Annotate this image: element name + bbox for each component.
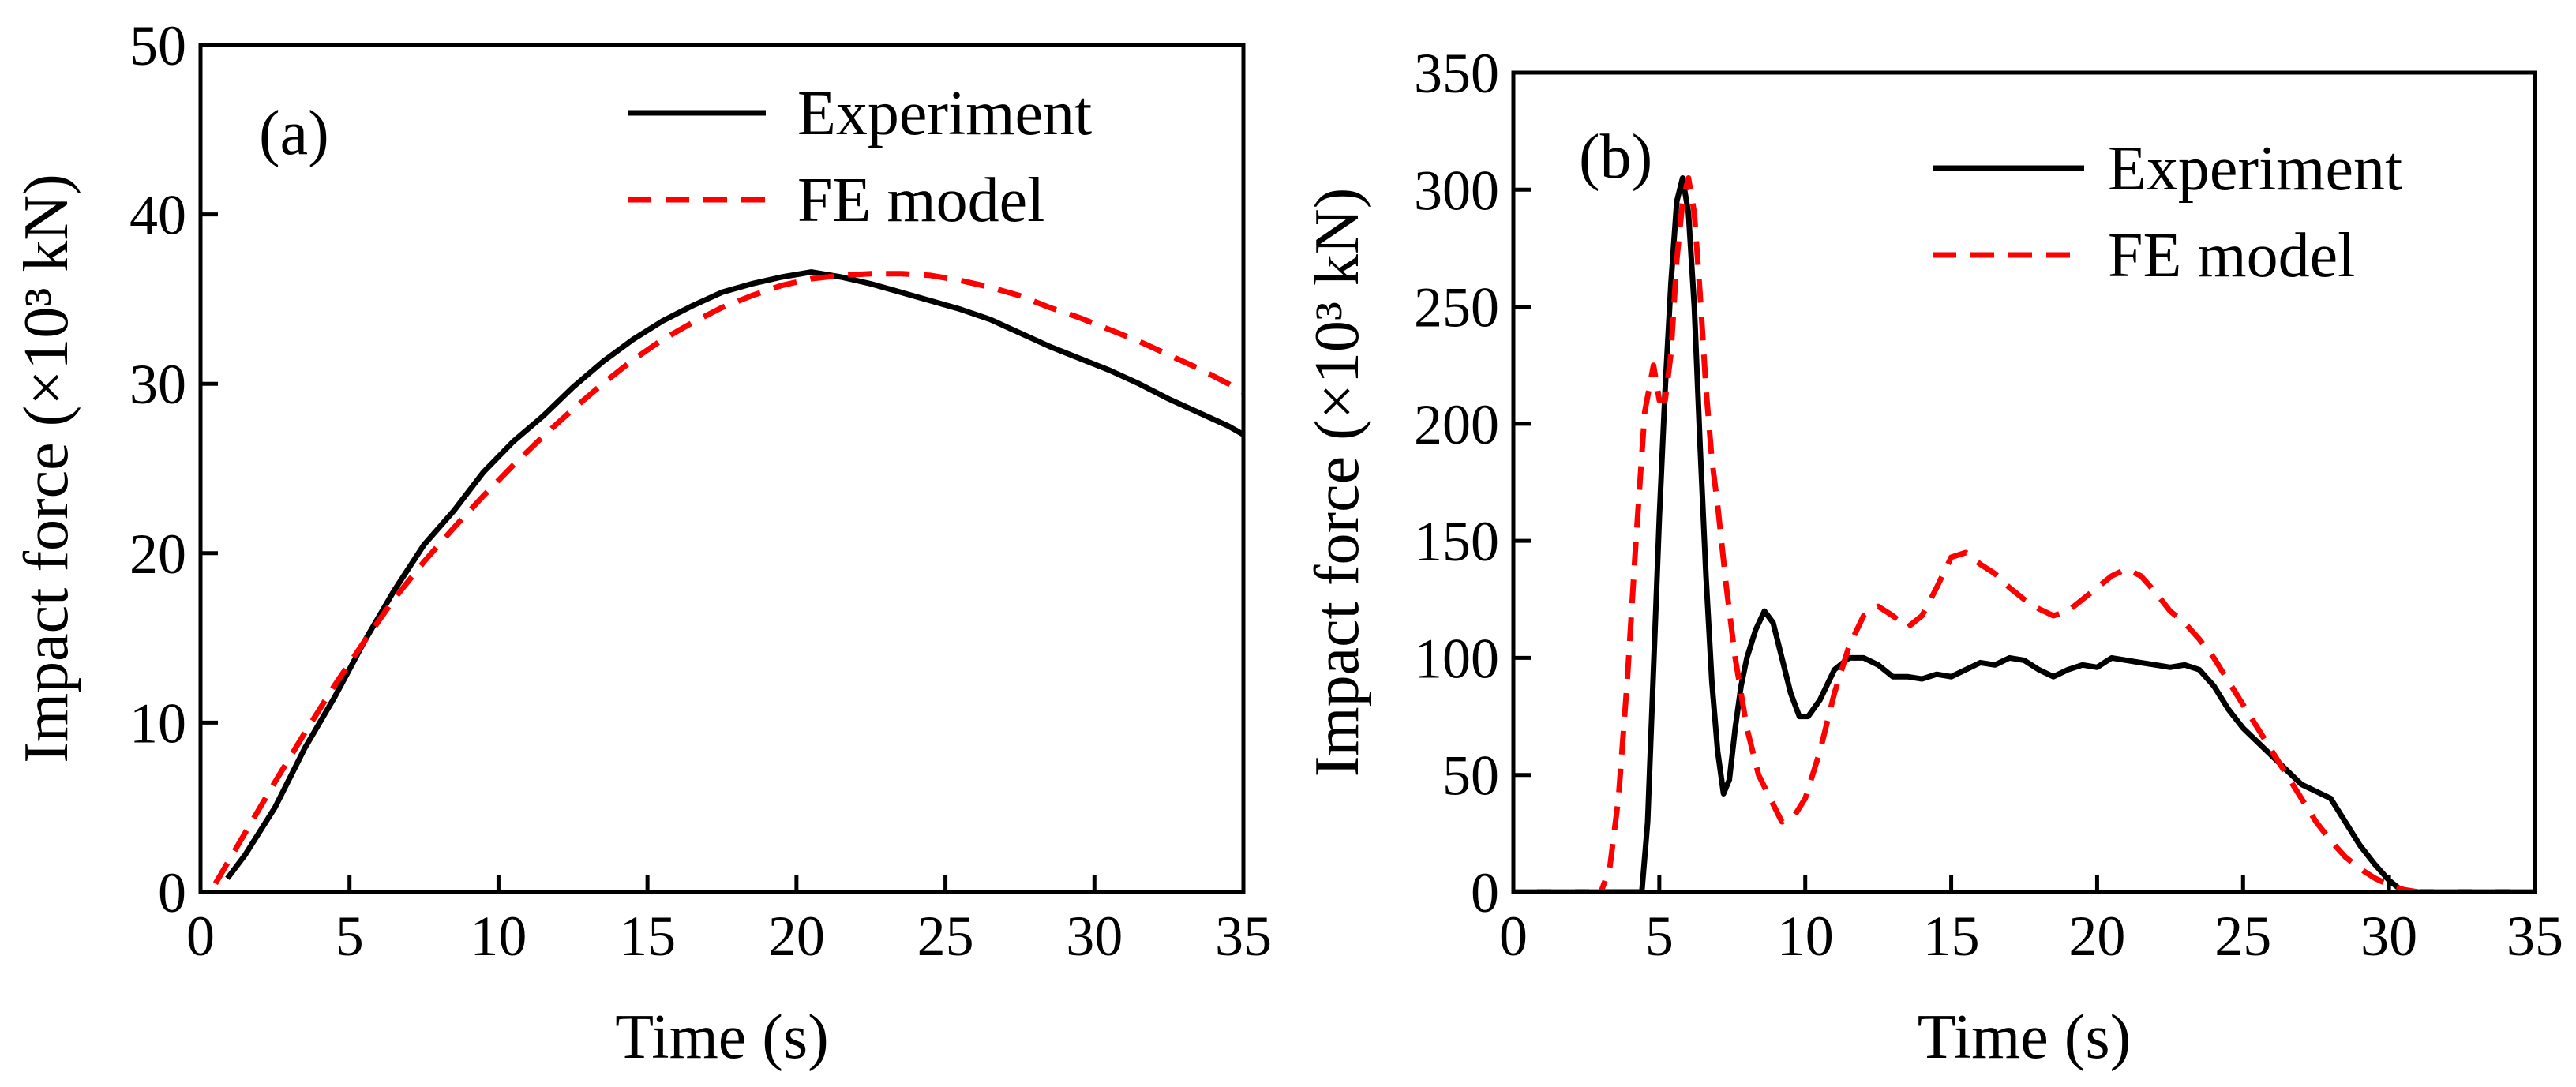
panel-a-chart: 0 5 10 15 20 25 30 35 0 10 20 30 40 50 Time (s) Impact … (12, 14, 1272, 1072)
panel-b-series-fe-model-line (1513, 175, 2535, 892)
panel-a-x-tick-label: 30 (1066, 905, 1123, 968)
panel-b-x-axis-title: Time (s) (1918, 1003, 2131, 1072)
panel-b-y-tick-label: 50 (1442, 744, 1499, 808)
panel-a-legend-label-experiment: Experiment (797, 79, 1092, 148)
panel-b-y-tick-label: 100 (1414, 627, 1499, 690)
panel-a-series-fe-model-line (212, 271, 1243, 886)
panel-b-y-tick-label: 150 (1414, 510, 1499, 573)
panel-a-x-tick-label: 25 (917, 905, 974, 968)
panel-a-x-tick-label: 15 (619, 905, 676, 968)
panel-a-x-axis-title: Time (s) (615, 1003, 828, 1072)
panel-b-y-tick-label: 350 (1414, 42, 1499, 105)
panel-b-x-tick-label: 30 (2360, 905, 2417, 968)
panel-a-plot-frame (198, 43, 1246, 894)
panel-a-y-tick-label: 40 (129, 184, 186, 247)
panel-a-x-tick-label: 5 (336, 905, 364, 968)
panel-a-x-tick-label: 10 (470, 905, 527, 968)
panel-b-panel-label: (b) (1579, 122, 1652, 192)
panel-b-x-tick-label: 20 (2068, 905, 2125, 968)
panel-a-x-tick-label: 20 (768, 905, 825, 968)
panel-b-x-tick-label: 0 (1499, 905, 1528, 968)
panel-a-y-tick-label: 50 (129, 14, 186, 77)
panel-a-y-axis-title: Impact force (×10³ kN) (12, 174, 81, 763)
panel-b-plot-frame (1511, 70, 2537, 894)
panel-a-y-tick-label: 0 (158, 861, 186, 924)
panel-b-chart: 0 5 10 15 20 25 30 35050100150200250300350Time … (1303, 42, 2563, 1072)
panel-a-x-tick-label: 0 (186, 905, 215, 968)
panel-b-y-tick-label: 300 (1414, 159, 1499, 222)
panel-b-x-tick-label: 25 (2214, 905, 2271, 968)
panel-b-legend-label-fe-model: FE model (2108, 221, 2355, 290)
panel-b-y-tick-label: 250 (1414, 276, 1499, 339)
panel-a-panel-label: (a) (259, 99, 329, 168)
panel-a-y-tick-label: 30 (129, 353, 186, 416)
panel-b-legend-label-experiment: Experiment (2108, 134, 2402, 204)
panel-b-series-experiment-line (1513, 175, 2535, 892)
panel-a-legend-label-fe-model: FE model (797, 166, 1044, 235)
panel-a-y-tick-label: 20 (129, 523, 186, 586)
panel-b-x-tick-label: 5 (1645, 905, 1674, 968)
panel-b-x-tick-label: 15 (1923, 905, 1980, 968)
panel-a-series-experiment-line (225, 269, 1243, 880)
panel-b-y-axis-title: Impact force (×10³ kN) (1303, 188, 1372, 778)
panel-b-y-tick-label: 200 (1414, 393, 1499, 456)
panel-a-y-tick-label: 10 (129, 692, 186, 755)
panel-b-y-tick-label: 0 (1471, 861, 1499, 924)
panel-b-x-tick-label: 35 (2507, 905, 2563, 968)
panel-a-x-tick-label: 35 (1215, 905, 1272, 968)
panel-b-x-tick-label: 10 (1777, 905, 1834, 968)
